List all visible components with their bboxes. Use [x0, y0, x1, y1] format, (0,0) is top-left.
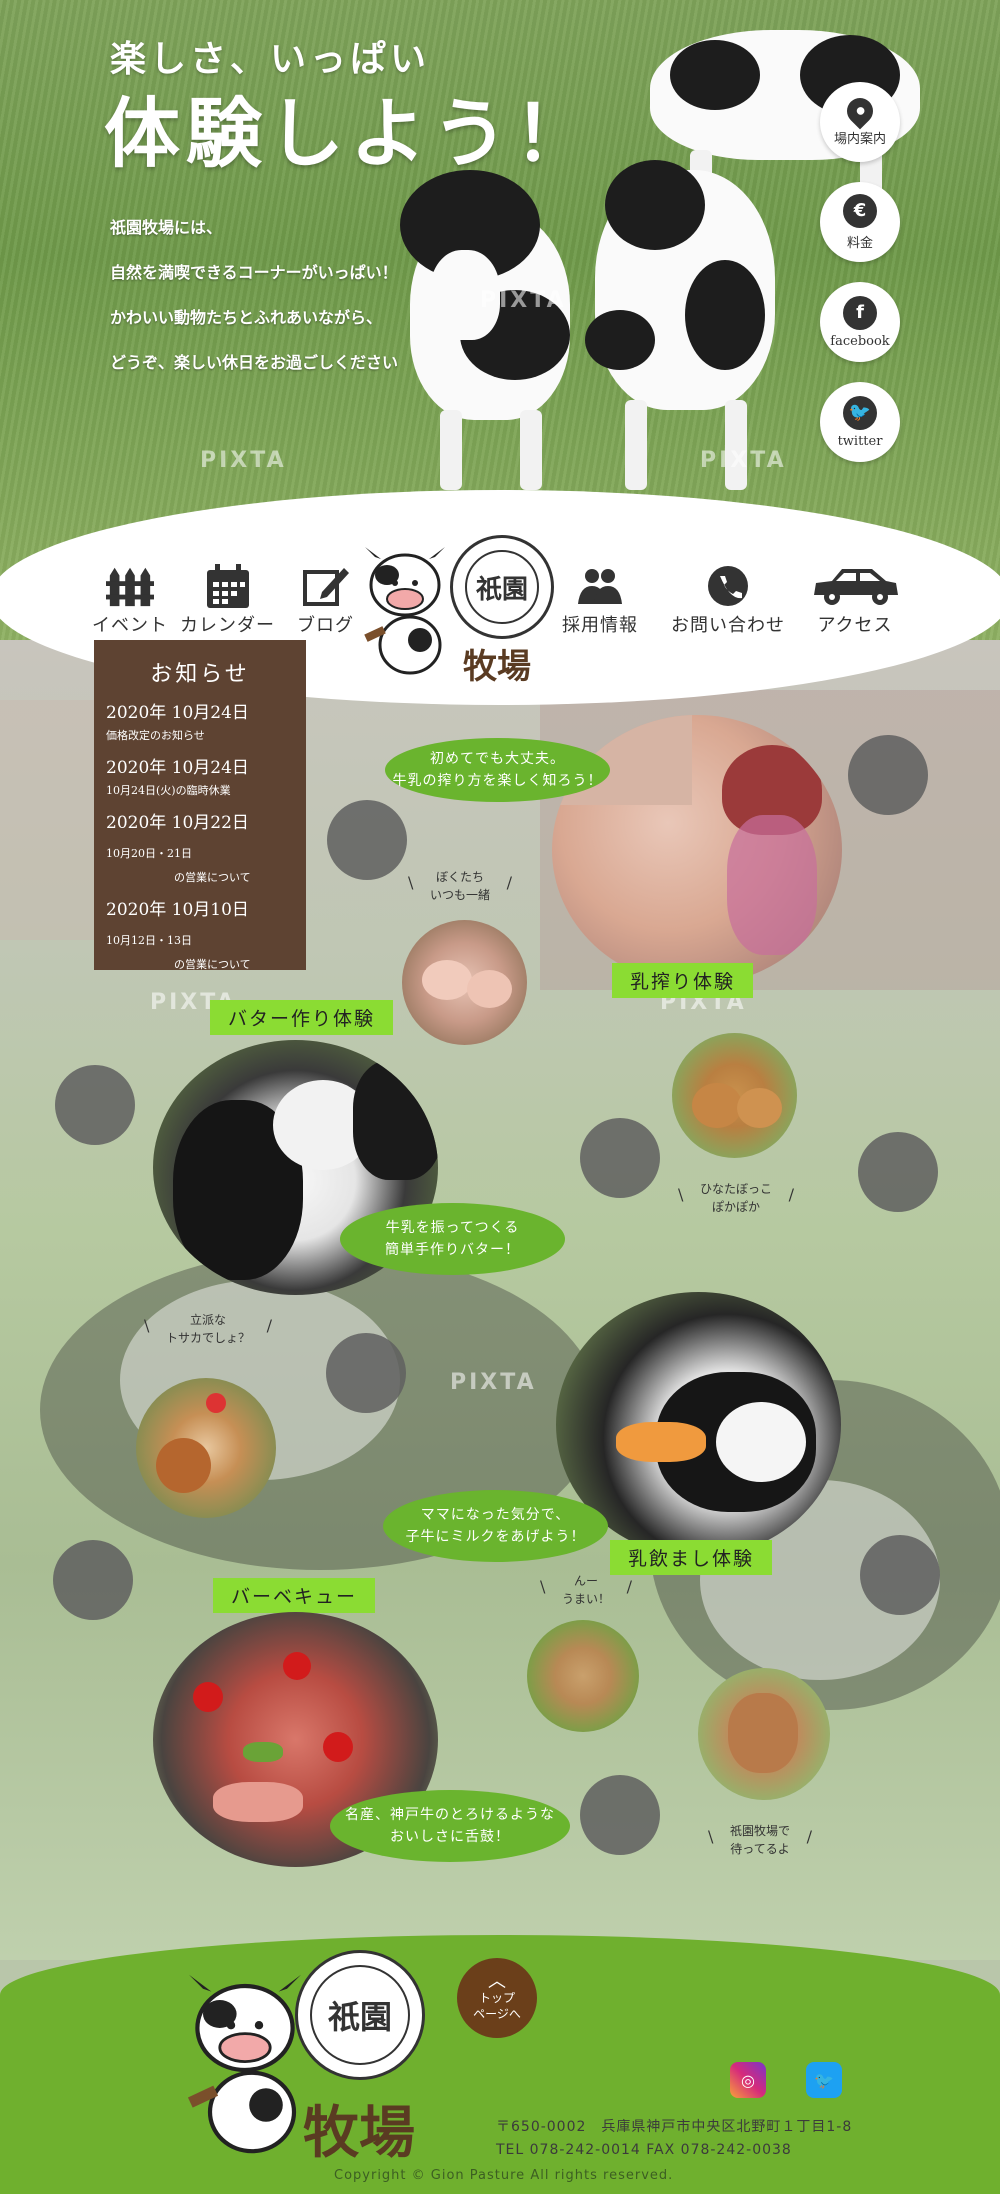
- nav-item-contact[interactable]: お問い合わせ: [671, 565, 785, 637]
- butter-label: バター作り体験: [210, 1000, 394, 1035]
- footer-address: 〒650-0002 兵庫県神戸市中央区北野町１丁目1-8: [496, 2119, 853, 2135]
- footer-logo-name: 牧場: [303, 2100, 415, 2166]
- logo-stamp: 祇園: [450, 535, 554, 639]
- nav-item-access[interactable]: アクセス: [810, 565, 900, 637]
- side-button-twitter[interactable]: 🐦 twitter: [820, 382, 900, 462]
- watermark: PIXTA: [450, 1370, 537, 1395]
- watermark: PIXTA: [480, 288, 567, 313]
- calendar-icon: [204, 564, 252, 608]
- milking-bubble: 初めてでも大丈夫。 牛乳の搾り方を楽しく知ろう！: [385, 738, 610, 802]
- milking-label: 乳搾り体験: [612, 963, 754, 998]
- hero-tagline-big: 体験しよう！: [104, 89, 596, 178]
- bottle-feeding-bubble: ママになった気分で、 子牛にミルクをあげよう！: [383, 1490, 608, 1562]
- notice-item[interactable]: 2020年 10月10日 10月12日・13日 の営業について: [106, 900, 251, 971]
- nav-item-calendar[interactable]: カレンダー: [180, 564, 275, 637]
- hero-description: 祇園牧場には、 自然を満喫できるコーナーがいっぱい！ かわいい動物たちとふれあい…: [110, 218, 399, 372]
- footer-copyright: Copyright © Gion Pasture All rights rese…: [334, 2168, 674, 2183]
- footer-tel: TEL 078-242-0014 FAX 078-242-0038: [496, 2142, 792, 2158]
- calf-waiting-photo: [698, 1668, 830, 1800]
- calves-photo: [672, 1033, 797, 1158]
- notice-item[interactable]: 2020年 10月24日 10月24日(火)の臨時休業: [106, 758, 249, 797]
- cow-illustration: [565, 140, 805, 490]
- watermark: PIXTA: [700, 448, 787, 473]
- facebook-icon: f: [843, 295, 877, 330]
- back-to-top-button[interactable]: ︿ トップ ページへ: [457, 1958, 537, 2038]
- nav-item-recruit[interactable]: 採用情報: [562, 565, 638, 637]
- chevron-up-icon: ︿: [488, 1971, 506, 1992]
- hero-tagline-small: 楽しさ、いっぱい: [110, 39, 431, 80]
- logo-name: 牧場: [463, 647, 531, 687]
- bottle-feeding-label: 乳飲まし体験: [610, 1540, 773, 1575]
- bbq-bubble: 名産、神戸牛のとろけるような おいしさに舌鼓！: [330, 1790, 570, 1862]
- watermark: PIXTA: [200, 448, 287, 473]
- nav-item-blog[interactable]: ブログ: [297, 565, 354, 637]
- bottle-feeding-photo: [556, 1292, 841, 1557]
- site-logo[interactable]: 祇園 牧場: [355, 535, 575, 687]
- notice-box: お知らせ 2020年 10月24日 価格改定のお知らせ 2020年 10月24日…: [94, 640, 306, 971]
- calf-eating-photo: [527, 1620, 639, 1732]
- fence-icon: [106, 565, 154, 607]
- phone-icon: [704, 565, 752, 607]
- footer-logo-stamp: 祇園: [295, 1950, 425, 2080]
- side-button-guide[interactable]: ● 場内案内: [820, 82, 900, 162]
- butter-bubble: 牛乳を振ってつくる 簡単手作りバター！: [340, 1203, 565, 1275]
- map-pin-icon: ●: [841, 92, 879, 129]
- nav-item-event[interactable]: イベント: [92, 565, 168, 637]
- cow-mascot-icon: [364, 547, 445, 675]
- instagram-icon[interactable]: ◎: [730, 2062, 766, 2098]
- twitter-icon[interactable]: 🐦: [806, 2062, 842, 2098]
- side-button-price[interactable]: € 料金: [820, 182, 900, 262]
- notice-title: お知らせ: [150, 662, 250, 687]
- coins-icon: €: [843, 193, 877, 228]
- pigs-photo: [402, 920, 527, 1045]
- side-button-facebook[interactable]: f facebook: [820, 282, 900, 362]
- cow-mascot-icon: [187, 1974, 301, 2154]
- pen-icon: [302, 565, 350, 607]
- twitter-icon: 🐦: [843, 395, 877, 430]
- cow-illustration: [370, 150, 590, 490]
- footer-logo[interactable]: 祇園 牧場: [175, 1950, 435, 2170]
- notice-item[interactable]: 2020年 10月24日 価格改定のお知らせ: [106, 703, 249, 742]
- people-icon: [576, 565, 624, 607]
- notice-item[interactable]: 2020年 10月22日 10月20日・21日 の営業について: [106, 813, 251, 884]
- car-icon: [810, 565, 900, 607]
- bbq-label: バーベキュー: [213, 1578, 376, 1613]
- chicken-photo: [136, 1378, 276, 1518]
